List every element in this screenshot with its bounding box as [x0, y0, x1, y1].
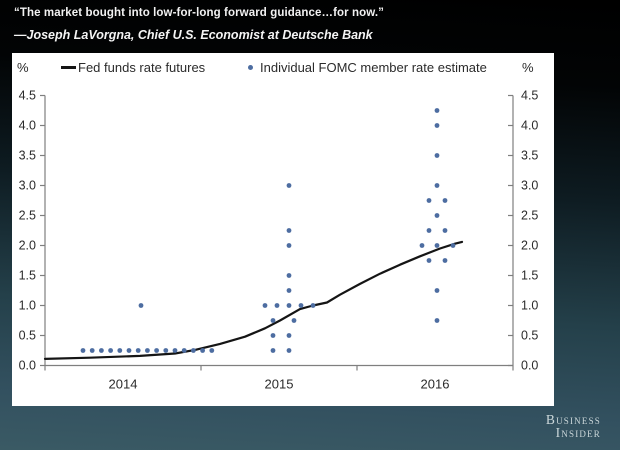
fomc-dot	[286, 348, 292, 353]
y-tick-label-right: 0.5	[521, 329, 538, 343]
chart-panel: 0.0 0.0 0.5 0.5 1.0 1.0 1.5 1.5 2.0 2.0 2.5 2.5 3.0 3…	[12, 53, 554, 406]
fed-funds-chart: 0.0 0.0 0.5 0.5 1.0 1.0 1.5 1.5 2.0 2.0 2.5 2.5 3.0 3…	[19, 89, 539, 392]
fomc-dot	[117, 348, 123, 353]
fomc-dot	[286, 243, 292, 248]
fomc-dot	[154, 348, 160, 353]
fomc-dot	[426, 198, 432, 203]
fomc-dot	[286, 183, 292, 188]
fomc-dot	[181, 348, 187, 353]
fomc-dot	[126, 348, 132, 353]
fomc-dot	[138, 303, 144, 308]
fomc-dot	[135, 348, 141, 353]
y-tick-label-left: 0.0	[19, 359, 36, 373]
y-tick-label-left: 0.5	[19, 329, 36, 343]
y-axis-unit-left: %	[17, 60, 29, 75]
y-tick-label-right: 4.0	[521, 119, 538, 133]
logo-line-1: Business	[545, 412, 601, 427]
fomc-dot	[270, 333, 276, 338]
fomc-dot	[286, 228, 292, 233]
chart-legend: % Fed funds rate futures Individual FOMC…	[12, 53, 554, 81]
fomc-dot	[442, 228, 448, 233]
futures-line	[43, 240, 464, 360]
legend-label-fomc: Individual FOMC member rate estimate	[260, 60, 487, 75]
y-tick-label-left: 3.0	[19, 179, 36, 193]
fomc-dot	[426, 258, 432, 263]
fomc-dot	[291, 318, 297, 323]
fomc-dot	[434, 153, 440, 158]
business-insider-logo: Business Insider	[545, 412, 601, 440]
x-tick-label-year: 2014	[109, 377, 138, 392]
legend-item-fomc: Individual FOMC member rate estimate	[248, 60, 487, 75]
y-tick-label-right: 1.5	[521, 269, 538, 283]
fomc-dot	[200, 348, 206, 353]
x-tick-label-year: 2016	[421, 377, 450, 392]
fomc-dot	[434, 318, 440, 323]
quote-text: “The market bought into low-for-long for…	[14, 7, 385, 19]
y-axis-unit-right: %	[522, 60, 534, 75]
fomc-dot	[434, 288, 440, 293]
y-tick-label-right: 3.5	[521, 149, 538, 163]
y-tick-label-left: 2.0	[19, 239, 36, 253]
y-tick-label-left: 4.0	[19, 119, 36, 133]
fomc-dot	[286, 303, 292, 308]
fomc-dot	[191, 348, 196, 353]
fomc-dot	[434, 123, 440, 128]
legend-item-futures: Fed funds rate futures	[61, 60, 205, 75]
y-tick-label-right: 0.0	[521, 359, 538, 373]
y-tick-label-right: 3.0	[521, 179, 538, 193]
fomc-dot	[274, 303, 280, 308]
fomc-dot	[172, 348, 178, 353]
fomc-dot	[209, 348, 215, 353]
fomc-dot	[298, 303, 304, 308]
fomc-dot	[145, 348, 150, 353]
y-tick-label-right: 2.5	[521, 209, 538, 223]
fomc-dot	[262, 303, 268, 308]
y-tick-label-left: 1.5	[19, 269, 36, 283]
fomc-dot	[163, 348, 169, 353]
fomc-dot	[108, 348, 113, 353]
fomc-dot	[426, 228, 432, 233]
fomc-dot	[434, 108, 440, 113]
fomc-dot	[89, 348, 95, 353]
dot-swatch-icon	[248, 65, 253, 71]
y-tick-label-left: 4.5	[19, 89, 36, 103]
quote-attribution: —Joseph LaVorgna, Chief U.S. Economist a…	[14, 28, 373, 42]
y-tick-label-left: 2.5	[19, 209, 36, 223]
fomc-dot	[434, 243, 440, 248]
fomc-dot	[442, 258, 448, 263]
fomc-dot	[99, 348, 104, 353]
fomc-dot	[270, 348, 276, 353]
logo-line-2: Insider	[555, 424, 601, 440]
fomc-dot	[270, 318, 276, 323]
line-swatch-icon	[61, 66, 76, 69]
fomc-dot	[419, 243, 425, 248]
y-tick-label-right: 1.0	[521, 299, 538, 313]
x-tick-label-year: 2015	[265, 377, 294, 392]
y-tick-label-right: 2.0	[521, 239, 538, 253]
fomc-dot	[434, 213, 440, 218]
legend-label-futures: Fed funds rate futures	[78, 60, 206, 75]
y-tick-label-left: 3.5	[19, 149, 36, 163]
y-tick-label-left: 1.0	[19, 299, 36, 313]
fomc-dot	[286, 288, 292, 293]
fomc-dot	[286, 333, 292, 338]
fomc-dot	[442, 198, 448, 203]
fomc-dot	[80, 348, 86, 353]
fomc-dot	[286, 273, 292, 278]
fomc-dot	[450, 243, 456, 248]
y-tick-label-right: 4.5	[521, 89, 538, 103]
fomc-dot	[310, 303, 316, 308]
fomc-dot	[434, 183, 440, 188]
